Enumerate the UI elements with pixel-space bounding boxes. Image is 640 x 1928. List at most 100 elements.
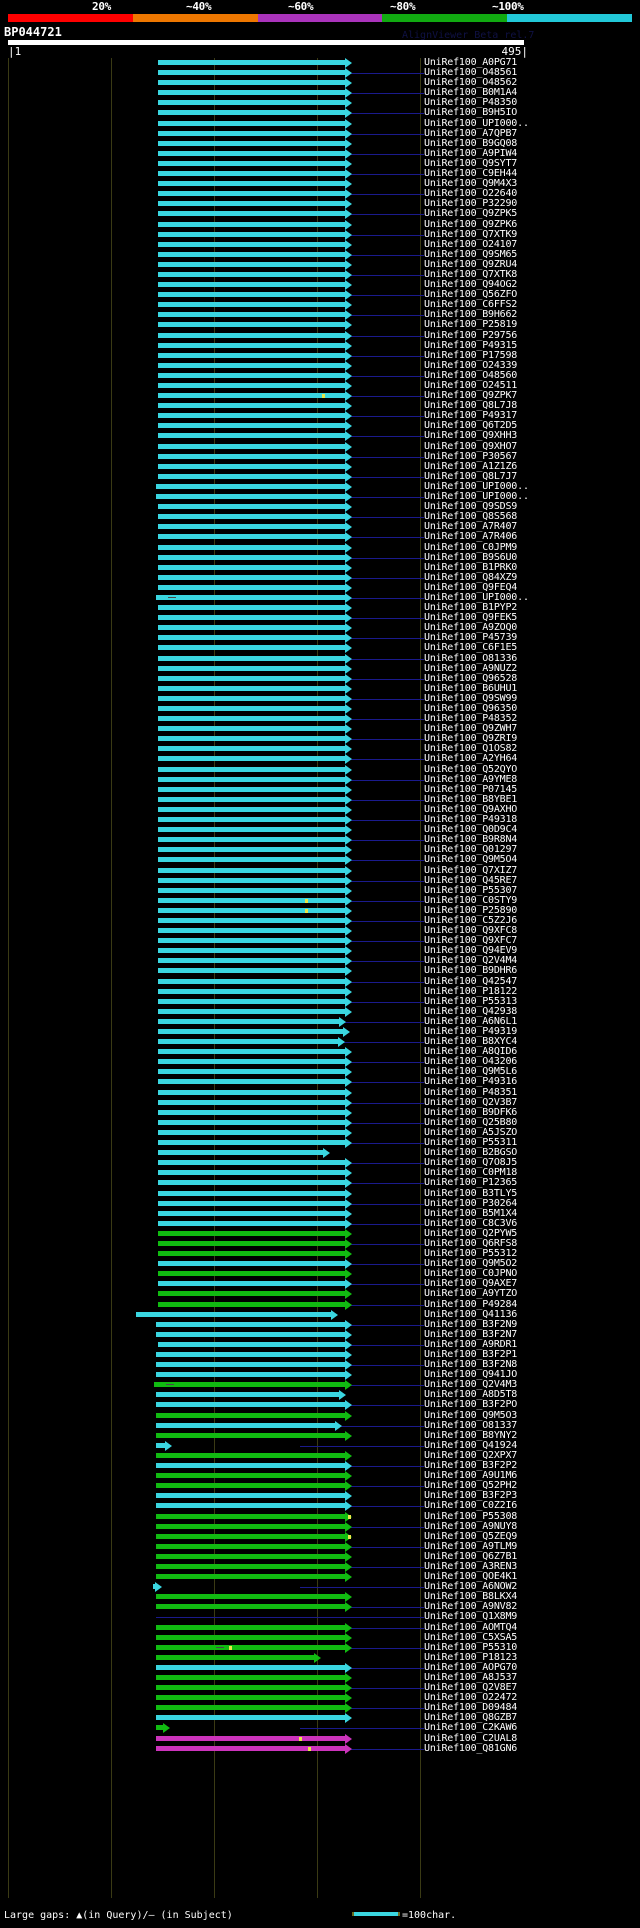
hsp-bar[interactable] [157,635,345,641]
hsp-bar[interactable] [157,1180,345,1186]
alignment-row[interactable]: UniRef100_A6NOW2 [0,1581,640,1593]
alignment-row[interactable]: UniRef100_P12365 [0,1177,640,1189]
hit-label[interactable]: UniRef100_B3F2N8 [424,1359,518,1371]
alignment-row[interactable]: UniRef100_B9H5IO [0,107,640,119]
hit-label[interactable]: UniRef100_P30264 [424,1197,518,1209]
alignment-row[interactable]: UniRef100_Q1OS82 [0,743,640,755]
alignment-row[interactable]: UniRef100_P49316 [0,1076,640,1088]
hit-label[interactable]: UniRef100_A9YME8 [424,773,518,785]
hit-label[interactable]: UniRef100_Q9SM65 [424,248,518,260]
hsp-bar[interactable] [156,1654,315,1660]
hit-label[interactable]: UniRef100_Q9AXE7 [424,1278,518,1290]
hsp-bar[interactable] [156,1715,345,1721]
hit-label[interactable]: UniRef100_B9R8N4 [424,834,518,846]
hsp-bar[interactable] [157,453,345,459]
hit-label[interactable]: UniRef100_B1PRK0 [424,561,518,573]
alignment-row[interactable]: UniRef100_B9DHR6 [0,965,640,977]
hsp-bar[interactable] [157,1160,345,1166]
alignment-row[interactable]: UniRef100_A7R406 [0,531,640,543]
hsp-bar[interactable] [157,837,345,843]
hit-label[interactable]: UniRef100_B9H662 [424,309,518,321]
hit-label[interactable]: UniRef100_Q941JO [424,1369,518,1381]
hsp-bar[interactable] [157,524,345,530]
hsp-bar[interactable] [156,1725,164,1731]
alignment-row[interactable]: UniRef100_B3TLY5 [0,1188,640,1199]
hsp-bar[interactable] [157,716,345,722]
alignment-row[interactable]: UniRef100_B3F2P1 [0,1349,640,1360]
hsp-bar[interactable] [157,211,345,217]
alignment-row[interactable]: UniRef100_Q56ZFO [0,289,640,301]
hit-label[interactable]: UniRef100_Q9M5L6 [424,1066,518,1078]
alignment-row[interactable]: UniRef100_P49284 [0,1299,640,1310]
alignment-row[interactable]: UniRef100_Q1X8M9 [0,1611,640,1622]
alignment-row[interactable]: UniRef100_QOE4K1 [0,1571,640,1583]
hit-label[interactable]: UniRef100_C0JPM9 [424,541,518,553]
hit-label[interactable]: UniRef100_B1PYP2 [424,602,518,614]
hsp-bar[interactable] [157,231,345,237]
hsp-bar[interactable] [157,928,345,934]
alignment-row[interactable]: UniRef100_Q9AXE7 [0,1278,640,1290]
alignment-row[interactable]: UniRef100_Q9M4X3 [0,178,640,190]
hsp-bar[interactable] [157,615,345,621]
hsp-bar[interactable] [157,958,345,964]
hit-label[interactable]: UniRef100_O22640 [424,188,518,200]
alignment-row[interactable]: UniRef100_C0JPM9 [0,541,640,553]
alignment-row[interactable]: UniRef100_C0JPNO [0,1268,640,1280]
hit-label[interactable]: UniRef100_A9ZOQ0 [424,622,518,634]
hsp-bar[interactable] [157,100,345,106]
hit-label[interactable]: UniRef100_Q01297 [424,844,518,856]
hsp-bar[interactable] [157,191,345,197]
hit-label[interactable]: UniRef100_Q9M5O2 [424,1258,518,1270]
alignment-row[interactable]: UniRef100_Q94EV9 [0,945,640,957]
hsp-bar[interactable] [157,1190,345,1196]
hsp-bar[interactable] [157,150,345,156]
alignment-row[interactable]: UniRef100_O24339 [0,360,640,371]
hsp-bar[interactable] [157,1069,345,1075]
hsp-bar[interactable] [157,241,345,247]
alignment-row[interactable]: UniRef100_C6FFS2 [0,299,640,311]
hit-label[interactable]: UniRef100_O48560 [424,369,518,381]
hsp-bar[interactable] [157,1008,345,1014]
hit-label[interactable]: UniRef100_Q84XZ9 [424,571,518,583]
alignment-row[interactable]: UniRef100_P55313 [0,996,640,1007]
hit-label[interactable]: UniRef100_Q42938 [424,1005,518,1017]
alignment-row[interactable]: UniRef100_Q2XPX7 [0,1450,640,1461]
hsp-bar[interactable] [157,1170,345,1176]
hsp-bar[interactable] [156,1362,345,1368]
hsp-bar[interactable] [157,1210,345,1216]
alignment-row[interactable]: UniRef100_Q7XIZ7 [0,864,640,876]
hit-label[interactable]: UniRef100_B3F2P3 [424,1490,518,1502]
alignment-row[interactable]: UniRef100_P49317 [0,410,640,422]
alignment-row[interactable]: UniRef100_Q6T2D5 [0,420,640,432]
hit-label[interactable]: UniRef100_A1Z1Z6 [424,460,518,472]
hsp-bar[interactable] [157,433,345,439]
hsp-bar[interactable] [157,978,345,984]
hsp-bar[interactable] [157,251,345,257]
hit-label[interactable]: UniRef100_Q7XIZ7 [424,864,518,876]
alignment-row[interactable]: UniRef100_B3F2N9 [0,1319,640,1330]
hit-label[interactable]: UniRef100_Q9M5O3 [424,1409,518,1421]
hsp-bar[interactable] [156,1574,345,1580]
hit-label[interactable]: UniRef100_A6NOW2 [424,1581,518,1593]
alignment-row[interactable]: UniRef100_Q25B80 [0,1117,640,1128]
alignment-row[interactable]: UniRef100_P55308 [0,1511,640,1522]
hsp-bar[interactable] [157,201,345,207]
alignment-row[interactable]: UniRef100_Q9ZPK5 [0,208,640,220]
hsp-bar[interactable] [156,1503,345,1509]
alignment-row[interactable]: UniRef100_Q94OG2 [0,279,640,291]
hsp-bar[interactable] [157,897,345,903]
hsp-bar[interactable] [157,1291,345,1297]
hit-label[interactable]: UniRef100_P49316 [424,1076,518,1088]
alignment-row[interactable]: UniRef100_Q9M5O2 [0,1258,640,1270]
alignment-row[interactable]: UniRef100_B9GQ08 [0,138,640,149]
hit-label[interactable]: UniRef100_Q9XFC8 [424,925,518,937]
alignment-row[interactable]: UniRef100_A3REN3 [0,1561,640,1572]
hit-label[interactable]: UniRef100_A9RDR1 [424,1338,518,1350]
alignment-row[interactable]: UniRef100_P48351 [0,1087,640,1098]
hsp-bar[interactable] [156,1604,345,1610]
hsp-bar[interactable] [157,70,345,76]
hsp-bar[interactable] [157,726,345,732]
hsp-bar[interactable] [157,443,345,449]
hit-label[interactable]: UniRef100_P55310 [424,1641,518,1653]
hit-label[interactable]: UniRef100_O48562 [424,77,518,89]
